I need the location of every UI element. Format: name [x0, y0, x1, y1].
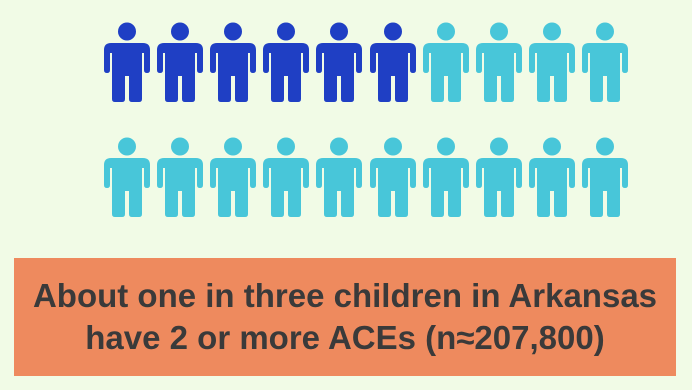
person-icon-highlighted [368, 22, 418, 102]
person-icon-shape [422, 22, 469, 102]
person-icon-highlighted [314, 22, 364, 102]
person-icon [474, 22, 524, 102]
person-icon-shape [104, 137, 150, 217]
person-icon-highlighted [208, 22, 258, 102]
person-icon-shape [528, 137, 575, 217]
person-icon [368, 137, 418, 217]
person-icon-shape [475, 22, 522, 102]
summary-banner: About one in three children in Arkansas … [14, 258, 676, 376]
person-icon-highlighted [155, 22, 205, 102]
person-icon-shape [316, 137, 363, 217]
person-icon-highlighted [102, 22, 152, 102]
person-icon [102, 137, 152, 217]
person-icon [155, 137, 205, 217]
person-icon-highlighted [261, 22, 311, 102]
person-icon [474, 137, 524, 217]
person-icon-shape [157, 137, 204, 217]
banner-line-2: have 2 or more ACEs (n≈207,800) [85, 319, 605, 356]
person-icon-shape [210, 22, 257, 102]
person-icon [527, 137, 577, 217]
person-icon-shape [369, 22, 416, 102]
person-icon-shape [581, 22, 628, 102]
person-icon [421, 22, 471, 102]
person-icon [580, 137, 630, 217]
person-icon-shape [104, 22, 150, 102]
person-icon-shape [263, 22, 310, 102]
pictograph-row-1 [102, 22, 630, 102]
person-icon-shape [263, 137, 310, 217]
person-icon-shape [581, 137, 628, 217]
banner-line-1: About one in three children in Arkansas [32, 277, 658, 314]
person-icon [527, 22, 577, 102]
person-icon-shape [316, 22, 363, 102]
person-icon-shape [422, 137, 469, 217]
person-icon [261, 137, 311, 217]
person-icon-shape [157, 22, 204, 102]
person-icon-shape [475, 137, 522, 217]
person-icon-shape [528, 22, 575, 102]
person-icon-shape [210, 137, 257, 217]
pictograph-row-2 [102, 137, 630, 217]
person-icon [580, 22, 630, 102]
person-icon [314, 137, 364, 217]
person-icon [421, 137, 471, 217]
person-icon-shape [369, 137, 416, 217]
person-icon [208, 137, 258, 217]
